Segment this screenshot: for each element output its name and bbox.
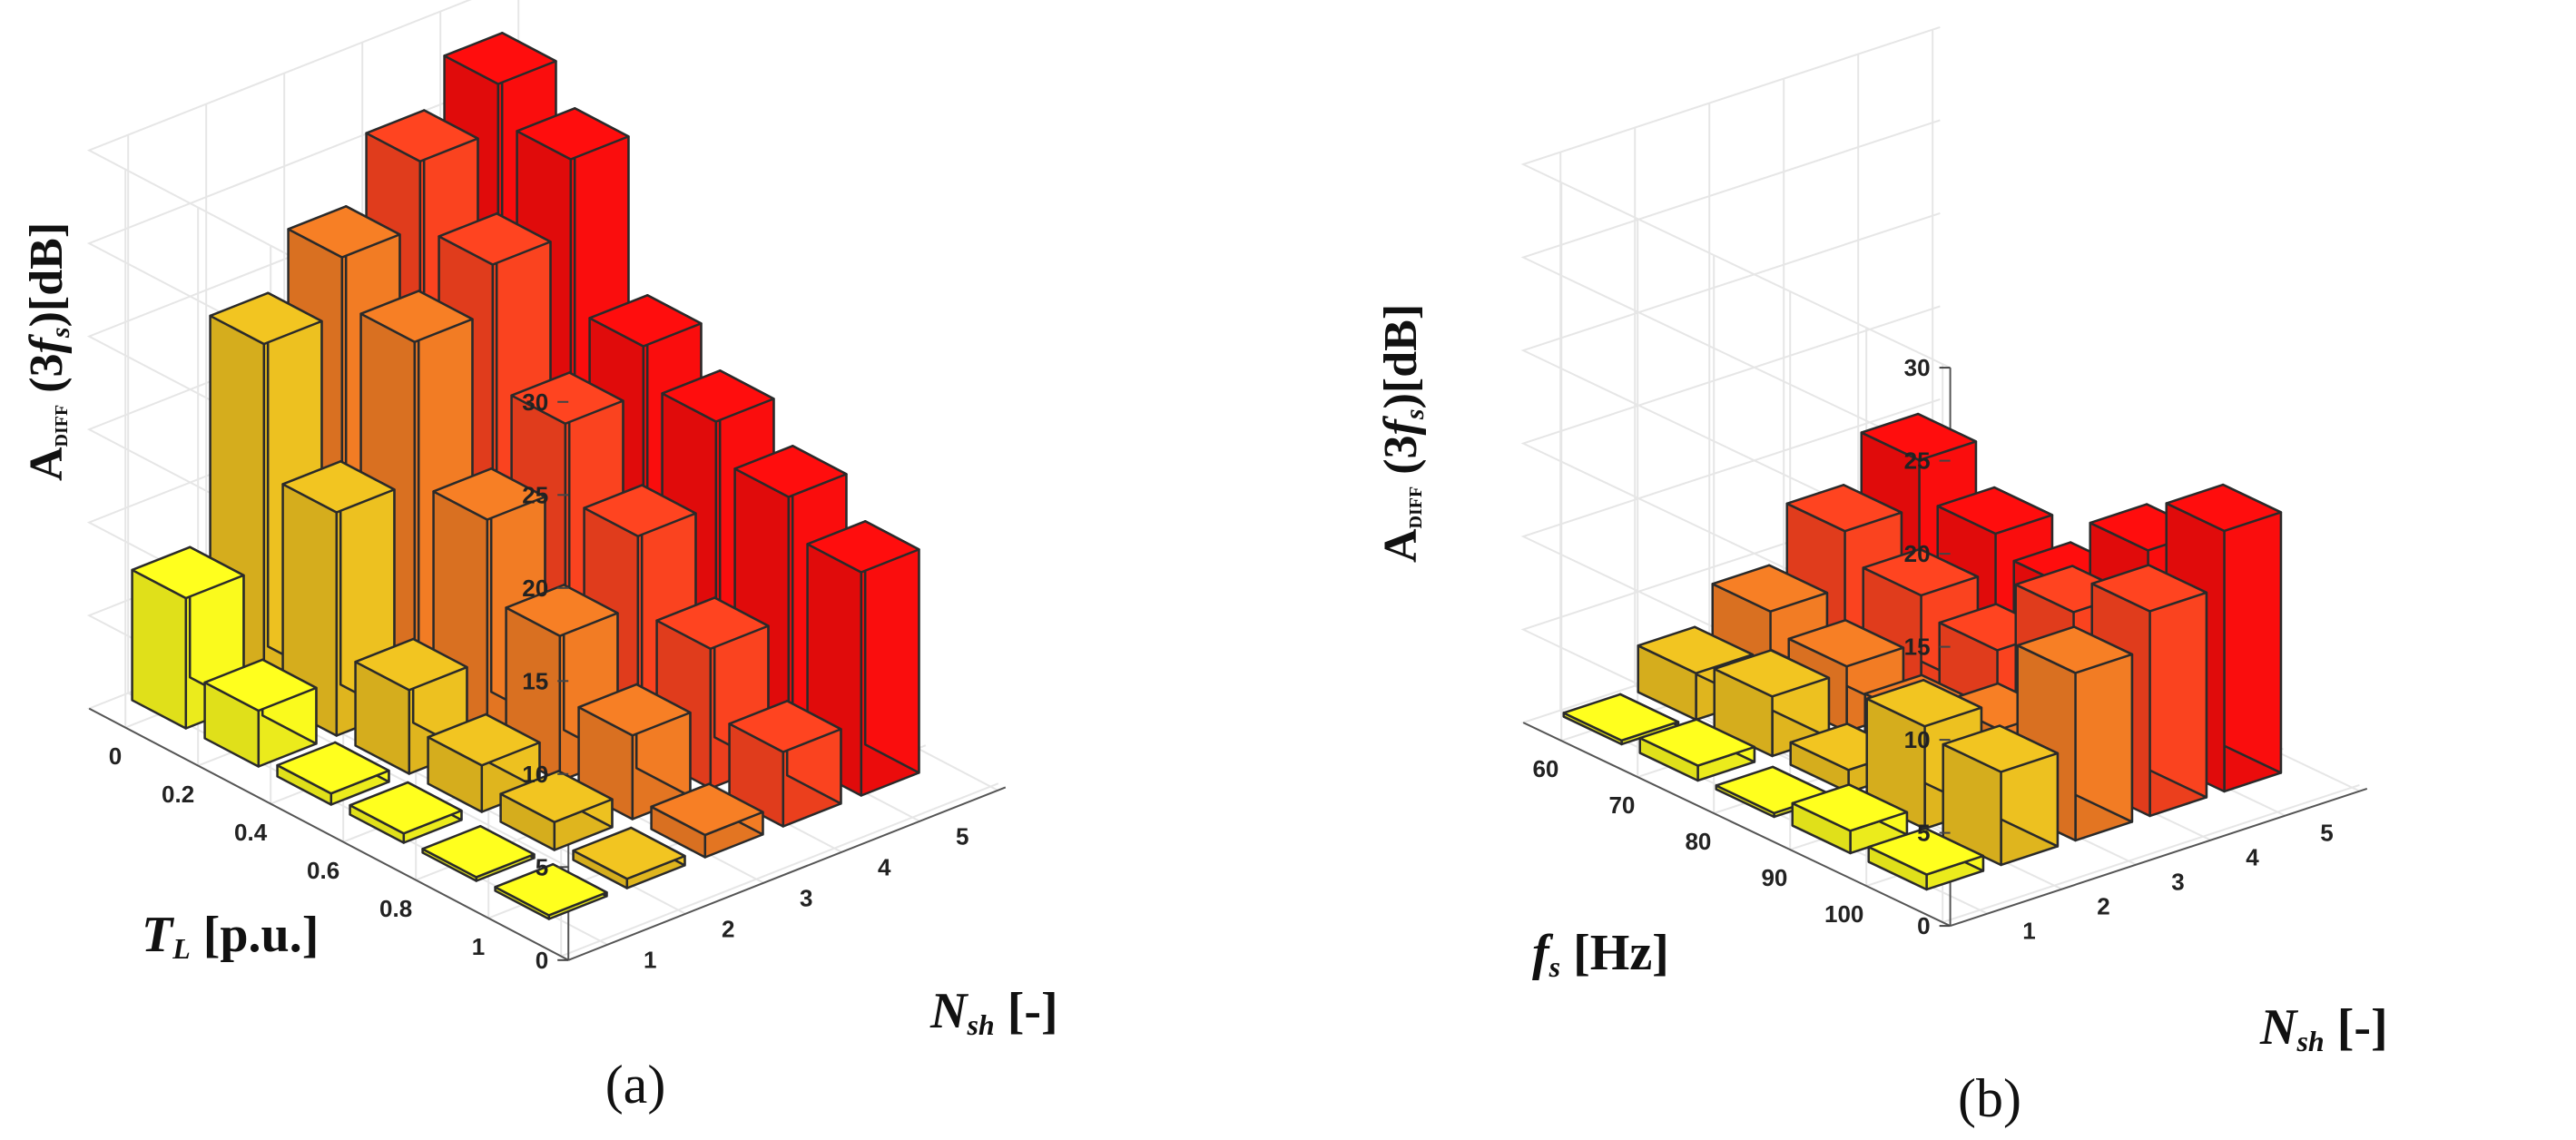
panel-a-width-axis-label: Nsh [-] — [929, 983, 1058, 1041]
panel-a-width-ticks: 1 2 3 4 5 — [644, 823, 968, 974]
panel-a-bar — [572, 826, 686, 889]
panel-b-bar — [1713, 649, 1831, 758]
panel-a-bar — [276, 741, 390, 806]
panel-b: 0 5 10 15 20 25 30 60 70 80 90 100 1 2 3 4 5 ADIFF (3f… — [1375, 25, 2388, 1128]
panel-a-depth-tick-label: 0.8 — [379, 895, 412, 922]
panel-b-width-axis-label: Nsh [-] — [2259, 999, 2388, 1057]
panel-a-bar — [281, 460, 396, 737]
panel-a-z-tick-label: 15 — [522, 667, 548, 694]
panel-b-width-tick-label: 3 — [2171, 869, 2184, 896]
panel-a-bar — [650, 782, 764, 859]
panel-b-bar — [1791, 783, 1909, 855]
panel-b-depth-tick-label: 70 — [1608, 791, 1635, 819]
panel-b-z-axis-label: ADIFF (3fs)[dB] — [1375, 304, 1430, 563]
panel-b-depth-ticks: 60 70 80 90 100 — [1532, 755, 1863, 928]
panel-b-z-tick-label: 0 — [1917, 912, 1930, 939]
panel-a-z-ticks: 0 5 10 15 20 25 30 — [522, 388, 569, 974]
panel-a-z-tick-label: 0 — [536, 947, 548, 974]
panel-b-caption: (b) — [1958, 1068, 2021, 1128]
panel-b-width-tick-label: 4 — [2246, 844, 2259, 871]
panel-a-floor-grid — [560, 782, 999, 958]
panel-b-z-tick-label: 15 — [1904, 634, 1931, 661]
panel-a-width-axis-line — [567, 786, 1007, 961]
panel-a-bars — [131, 32, 920, 920]
panel-b-zgrid-4 — [1520, 211, 1952, 555]
panel-b-z-tick-label: 10 — [1904, 726, 1931, 753]
panel-a-bar — [494, 862, 608, 920]
panel-a-bar — [421, 824, 536, 882]
panel-b-floor-grid — [1942, 783, 2360, 924]
panel-a-bar — [349, 781, 463, 844]
panel-a-depth-axis-line — [88, 707, 569, 961]
panel-a-width-tick-label: 2 — [722, 916, 734, 943]
panel-b-depth-tick-label: 60 — [1532, 755, 1558, 782]
panel-a-caption: (a) — [605, 1055, 666, 1115]
panel-a-depth-tick-label: 0 — [109, 742, 122, 770]
panel-a-z-tick-label: 25 — [522, 481, 548, 508]
panel-b-z-tick-label: 5 — [1917, 820, 1930, 847]
panel-b-zgrid-6 — [1520, 25, 1952, 369]
panel-a-bar — [505, 584, 619, 782]
panel-b-bar — [1715, 765, 1833, 819]
panel-b-z-tick-label: 30 — [1904, 354, 1931, 381]
panel-b-zgrid-5 — [1520, 119, 1952, 462]
panel-b-width-axis-line — [1950, 787, 2368, 928]
panel-b-bar — [1867, 827, 1985, 891]
panel-a-z-tick-label: 10 — [522, 761, 548, 788]
panel-a-z-tick-label: 20 — [522, 575, 548, 602]
panel-b-z-ticks: 0 5 10 15 20 25 30 — [1904, 354, 1951, 939]
panel-a-width-tick-label: 1 — [644, 947, 656, 974]
panel-a: 0 5 10 15 20 25 30 0 0.2 0.4 0.6 0.8 1 1 2 3 4 5 ADIFF … — [21, 0, 1058, 1115]
panel-a-width-tick-label: 5 — [956, 823, 968, 850]
panel-a-width-tick-label: 3 — [800, 885, 812, 912]
panel-a-z-tick-label: 30 — [522, 388, 548, 416]
panel-a-depth-tick-label: 0.2 — [162, 781, 194, 808]
panel-a-depth-tick-label: 0.6 — [307, 857, 339, 884]
panel-b-z-tick-label: 20 — [1904, 540, 1931, 567]
panel-b-width-tick-label: 1 — [2022, 918, 2035, 945]
panel-b-z-tick-label: 25 — [1904, 447, 1931, 475]
panel-a-z-tick-label: 5 — [536, 853, 548, 880]
panel-a-bar — [203, 658, 318, 768]
panel-b-depth-tick-label: 80 — [1685, 828, 1711, 855]
panel-a-depth-tick-label: 0.4 — [234, 819, 268, 846]
panel-b-depth-tick-label: 90 — [1761, 864, 1787, 891]
panel-b-bar — [1942, 724, 2060, 867]
panel-a-bar — [499, 770, 614, 851]
panel-a-width-tick-label: 4 — [878, 854, 891, 881]
panel-b-bar — [2016, 625, 2134, 842]
panel-b-width-tick-label: 2 — [2097, 893, 2109, 920]
panel-b-depth-axis-line — [1522, 722, 1952, 928]
panel-a-depth-tick-label: 1 — [472, 933, 485, 960]
panel-b-depth-axis-label: fs [Hz] — [1532, 925, 1669, 983]
panel-b-width-tick-label: 5 — [2320, 820, 2333, 847]
panel-a-z-axis-label: ADIFF (3fs)[dB] — [21, 222, 75, 481]
panel-a-bar — [728, 700, 842, 828]
panel-b-bar — [1562, 693, 1680, 746]
panel-b-bars — [1562, 412, 2283, 891]
panel-b-width-ticks: 1 2 3 4 5 — [2022, 820, 2333, 945]
panel-b-depth-tick-label: 100 — [1824, 900, 1863, 928]
panel-a-depth-ticks: 0 0.2 0.4 0.6 0.8 1 — [109, 742, 485, 960]
panel-a-depth-axis-label: TL [p.u.] — [142, 907, 319, 965]
panel-b-bar — [1638, 718, 1756, 782]
